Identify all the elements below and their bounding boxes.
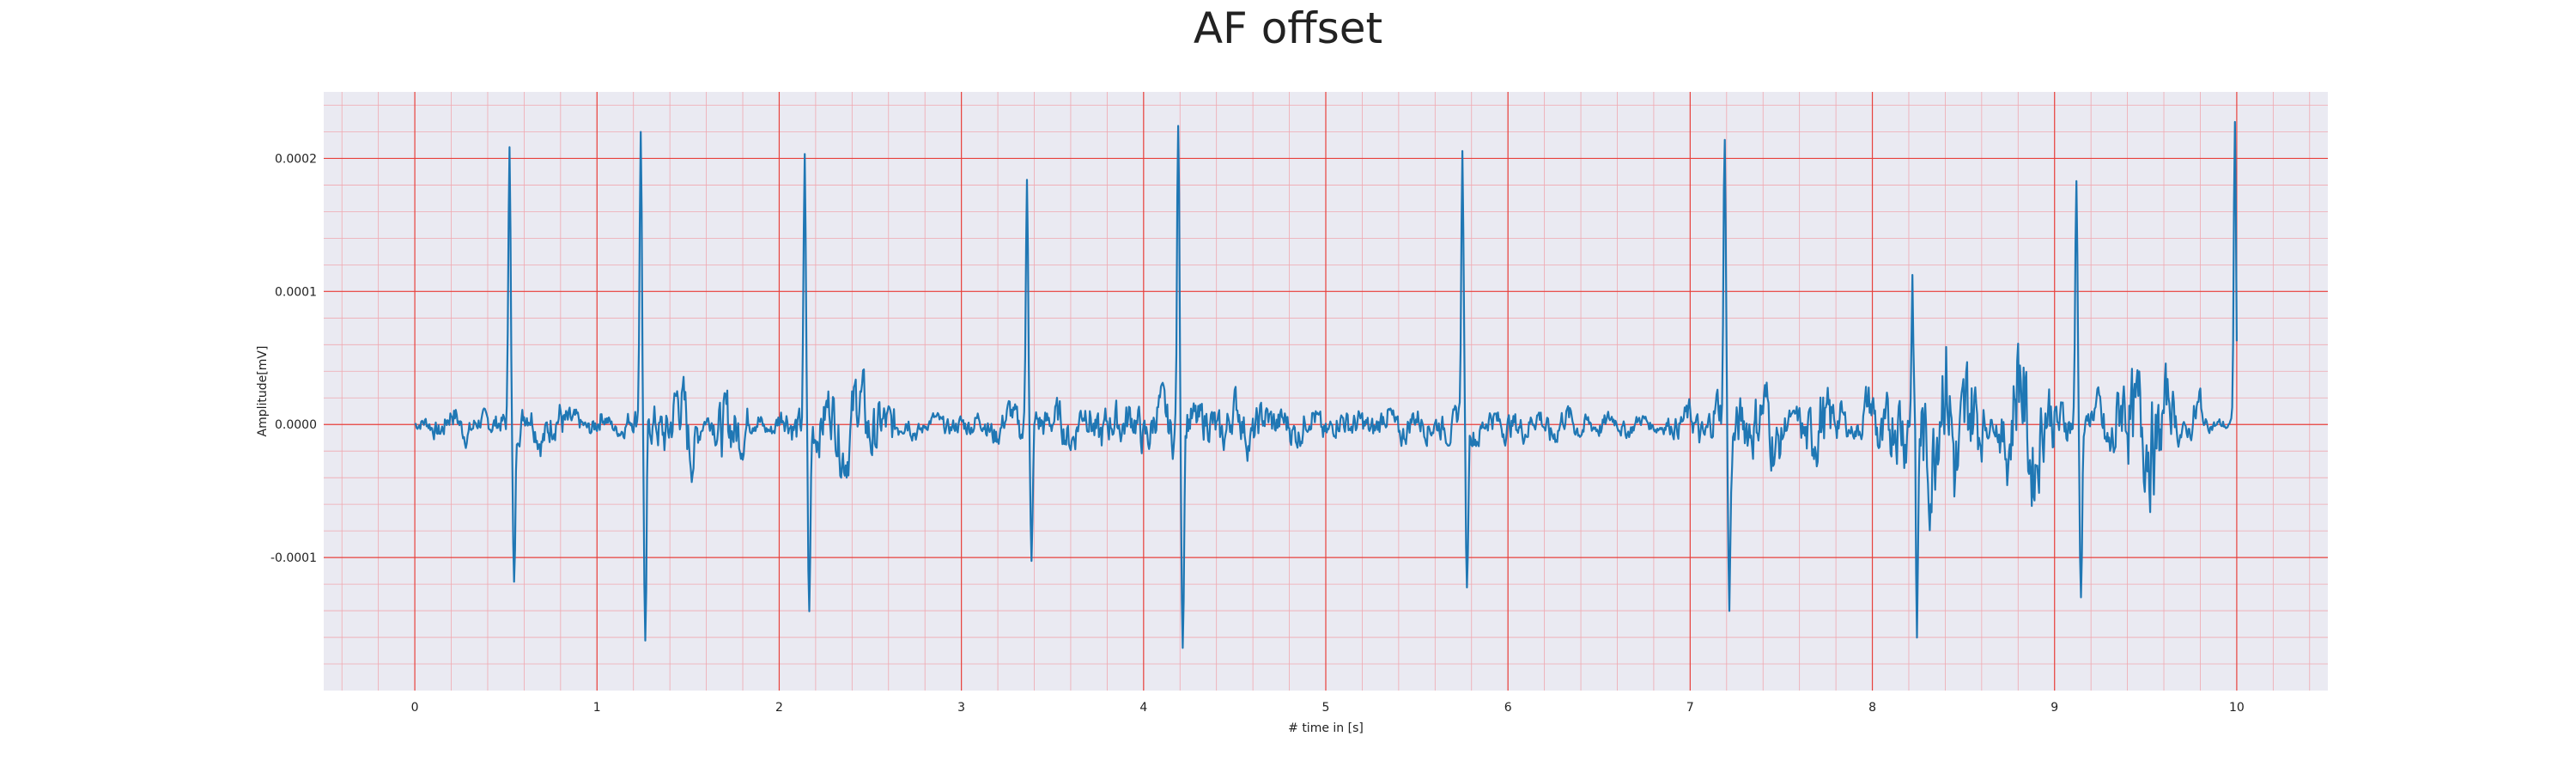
y-axis-ticks: -0.0001 0.0000 0.0001 0.0002 bbox=[270, 152, 317, 565]
y-axis-label: Amplitude[mV] bbox=[256, 346, 270, 437]
x-axis-ticks: 0 1 2 3 4 5 6 7 8 9 10 bbox=[411, 701, 2245, 715]
x-axis-label: # time in [s] bbox=[1288, 721, 1364, 735]
x-tick-label: 4 bbox=[1139, 701, 1147, 715]
x-tick-label: 10 bbox=[2229, 701, 2245, 715]
x-tick-label: 3 bbox=[957, 701, 965, 715]
y-tick-label: 0.0002 bbox=[275, 152, 317, 166]
x-tick-label: 1 bbox=[593, 701, 601, 715]
y-tick-label: -0.0001 bbox=[270, 551, 317, 565]
y-tick-label: 0.0001 bbox=[275, 285, 317, 299]
x-tick-label: 2 bbox=[775, 701, 783, 715]
y-tick-label: 0.0000 bbox=[275, 418, 317, 432]
x-tick-label: 0 bbox=[411, 701, 419, 715]
x-tick-label: 6 bbox=[1504, 701, 1512, 715]
x-tick-label: 7 bbox=[1686, 701, 1694, 715]
x-tick-label: 9 bbox=[2050, 701, 2058, 715]
x-tick-label: 8 bbox=[1868, 701, 1876, 715]
x-tick-label: 5 bbox=[1322, 701, 1330, 715]
